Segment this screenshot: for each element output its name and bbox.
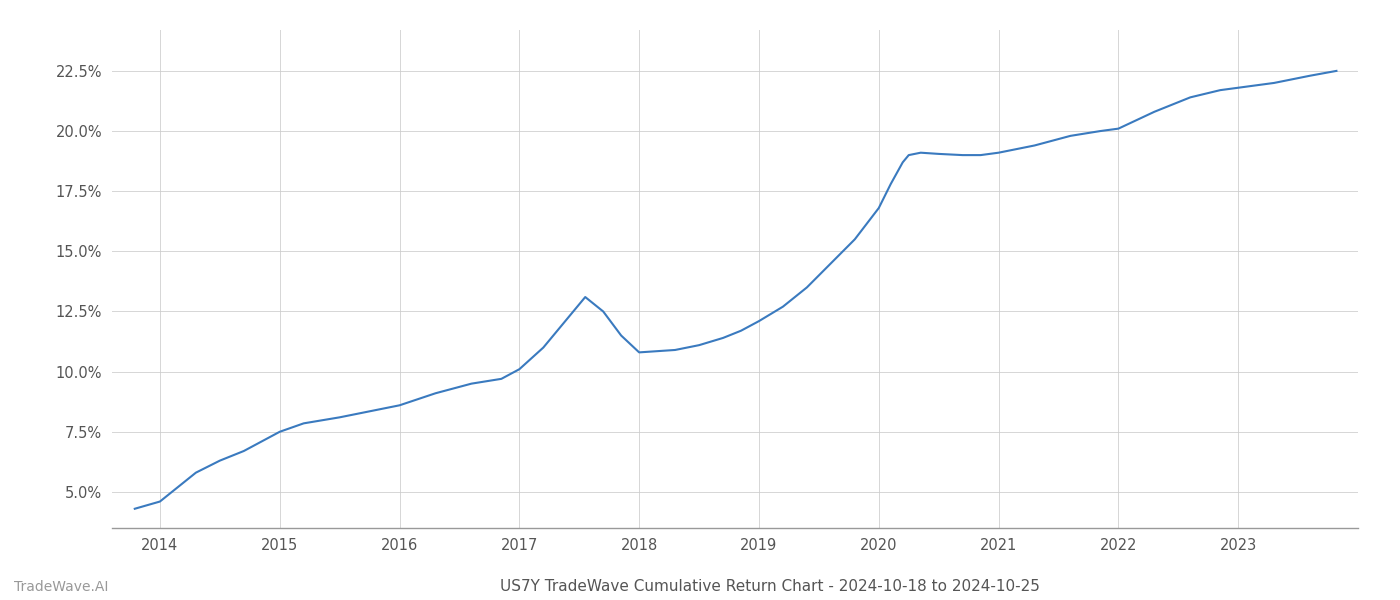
Text: US7Y TradeWave Cumulative Return Chart - 2024-10-18 to 2024-10-25: US7Y TradeWave Cumulative Return Chart -… — [500, 579, 1040, 594]
Text: TradeWave.AI: TradeWave.AI — [14, 580, 108, 594]
